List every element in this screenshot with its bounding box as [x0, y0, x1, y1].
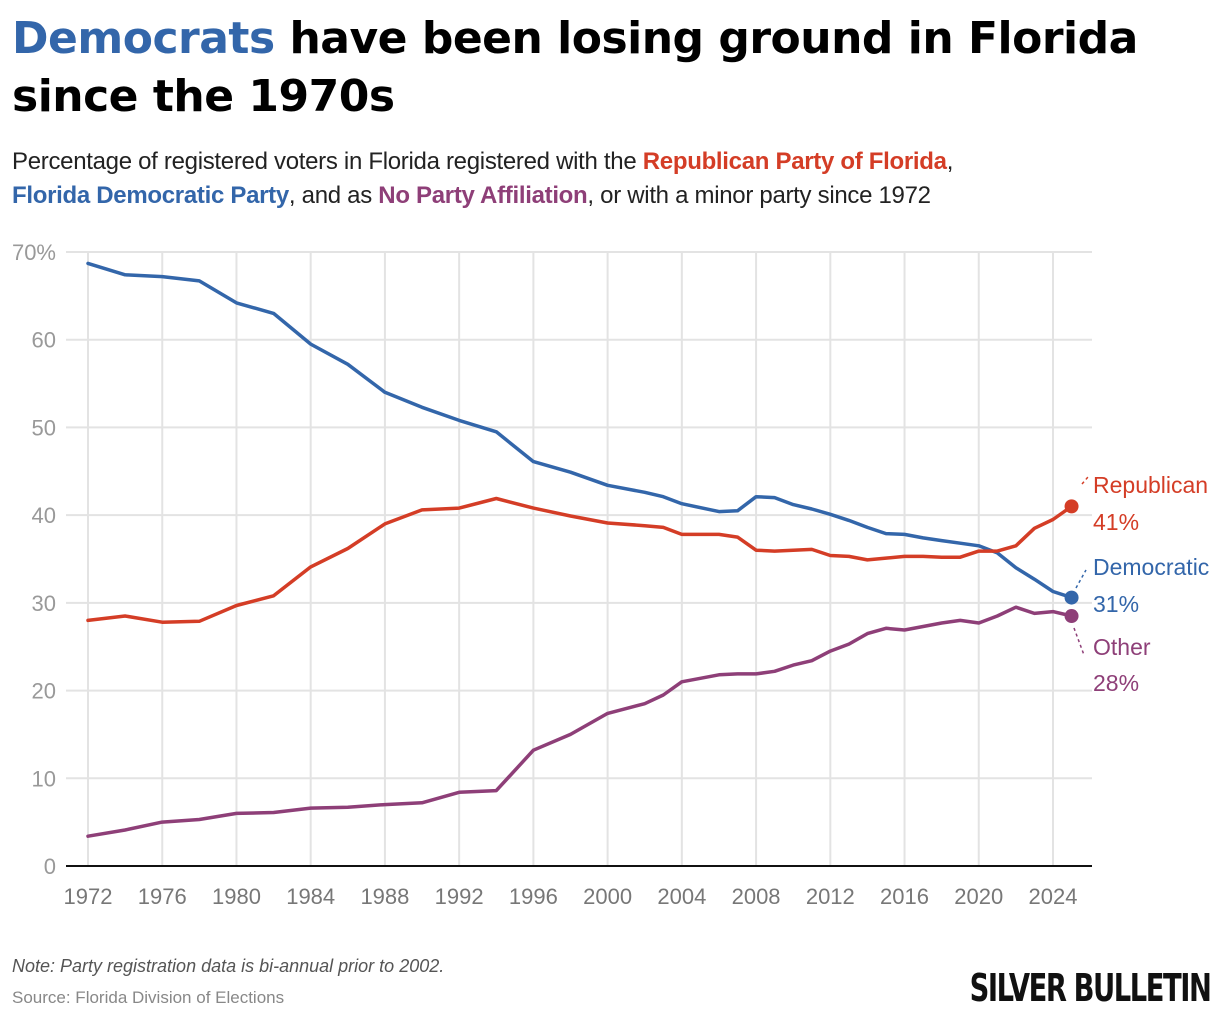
end-labels: Democratic 31% Republican 41% Other 28% — [1073, 472, 1209, 696]
end-markers — [1064, 499, 1079, 624]
leader-line-republican — [1081, 476, 1089, 485]
end-label-republican: Republican — [1093, 472, 1208, 498]
line-chart: 0 10 20 30 40 50 60 70% 1972 1976 1980 1984 1988 199… — [12, 240, 1209, 909]
x-tick-label: 2000 — [583, 884, 632, 909]
leader-line-democratic — [1075, 569, 1087, 589]
x-tick-label: 1980 — [212, 884, 261, 909]
x-tick-label: 1976 — [138, 884, 187, 909]
series-line-other — [86, 605, 1074, 838]
title-rest: have been losing ground in Florida since… — [12, 13, 1138, 122]
x-tick-label: 1984 — [286, 884, 335, 909]
x-tick-label: 2012 — [806, 884, 855, 909]
title-highlight-democrats: Democrats — [12, 13, 275, 64]
series-line-democratic — [86, 261, 1074, 600]
y-tick-label: 0 — [44, 854, 56, 879]
series-lines — [86, 261, 1074, 838]
end-marker-republican — [1064, 499, 1079, 514]
x-tick-label: 2004 — [657, 884, 706, 909]
y-tick-label: 60 — [32, 328, 56, 353]
y-tick-label: 10 — [32, 766, 56, 791]
x-tick-label: 1992 — [435, 884, 484, 909]
x-tick-label: 2016 — [880, 884, 929, 909]
end-value-republican: 41% — [1093, 509, 1139, 535]
subtitle-text-2: , — [946, 148, 954, 175]
brand-logo: SILVER BULLETIN — [969, 966, 1211, 1010]
x-tick-label: 2008 — [732, 884, 781, 909]
footnote: Note: Party registration data is bi-annu… — [12, 956, 445, 976]
x-tick-label: 2020 — [954, 884, 1003, 909]
subtitle-text-1: Percentage of registered voters in Flori… — [12, 148, 643, 175]
end-value-other: 28% — [1093, 670, 1139, 696]
subtitle-republican-label: Republican Party of Florida — [642, 148, 947, 175]
subtitle-text-3: , and as — [288, 182, 379, 209]
x-tick-label: 1988 — [360, 884, 409, 909]
end-value-democratic: 31% — [1093, 591, 1139, 617]
subtitle-text-4: , or with a minor party since 1972 — [587, 182, 931, 209]
x-tick-label: 1996 — [509, 884, 558, 909]
y-tick-label: 20 — [32, 679, 56, 704]
x-tick-label: 2024 — [1029, 884, 1078, 909]
grid-lines — [66, 251, 1092, 866]
subtitle-npa-label: No Party Affiliation — [378, 182, 588, 209]
series-line-republican — [86, 496, 1074, 624]
y-tick-label: 30 — [32, 591, 56, 616]
x-tick-label: 1972 — [64, 884, 113, 909]
y-tick-label: 70% — [12, 240, 56, 265]
leader-line-other — [1073, 627, 1085, 656]
y-tick-label: 50 — [32, 415, 56, 440]
x-axis-ticks: 1972 1976 1980 1984 1988 1992 1996 2000 2004 2008… — [64, 884, 1078, 909]
end-label-other: Other — [1093, 634, 1151, 660]
y-tick-label: 40 — [32, 503, 56, 528]
chart-subtitle: Percentage of registered voters in Flori… — [12, 145, 1212, 213]
chart-title: Democrats have been losing ground in Flo… — [12, 10, 1202, 126]
y-axis-ticks: 0 10 20 30 40 50 60 70% — [12, 240, 56, 879]
end-marker-democratic — [1064, 590, 1079, 605]
end-marker-other — [1064, 609, 1079, 624]
source-note: Source: Florida Division of Elections — [12, 988, 285, 1007]
subtitle-democratic-label: Florida Democratic Party — [12, 182, 289, 209]
end-label-democratic: Democratic — [1093, 554, 1209, 580]
